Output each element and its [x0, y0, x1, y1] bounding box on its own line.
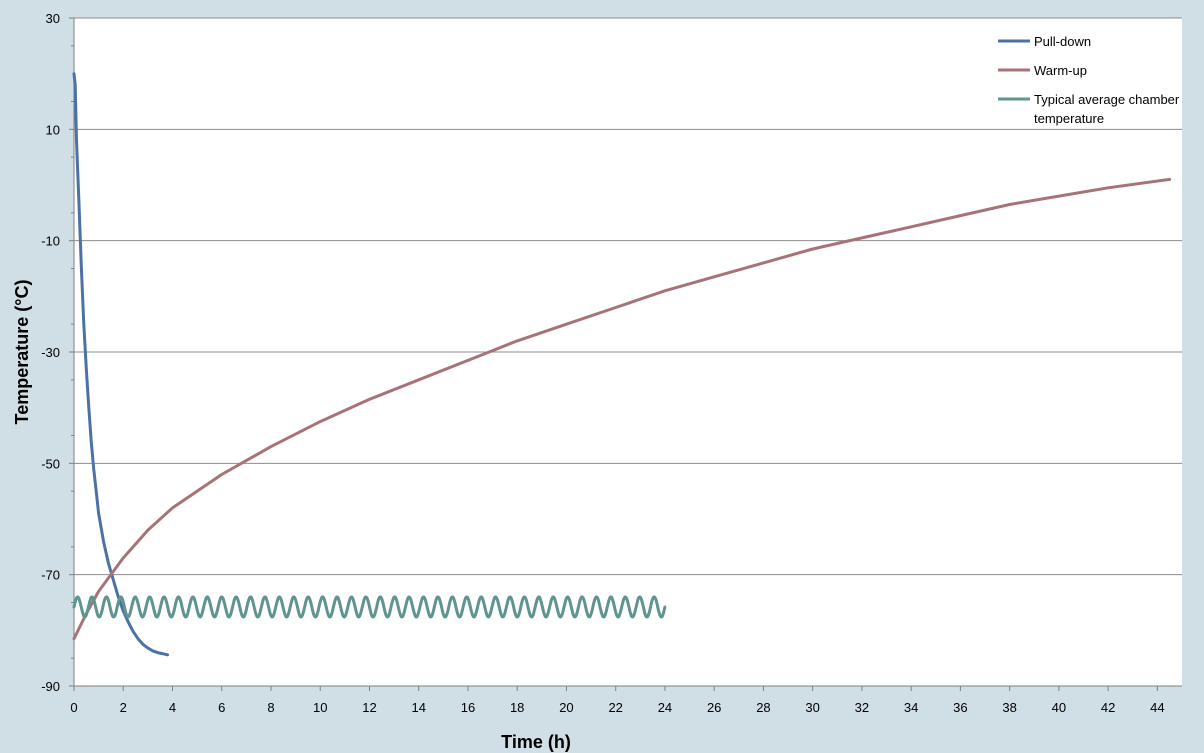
x-tick-label: 28	[756, 700, 770, 715]
legend: Pull-down Warm-up Typical average chambe…	[998, 34, 1180, 126]
x-tick-label: 22	[608, 700, 622, 715]
x-tick-label: 12	[362, 700, 376, 715]
legend-label-pull-down: Pull-down	[1034, 34, 1091, 49]
x-tick-label: 6	[218, 700, 225, 715]
x-tick-label: 40	[1052, 700, 1066, 715]
y-tick-label: -70	[41, 568, 60, 583]
y-tick-label: 10	[46, 122, 60, 137]
x-tick-label: 32	[855, 700, 869, 715]
x-axis-title: Time (h)	[501, 732, 571, 752]
x-tick-label: 30	[805, 700, 819, 715]
x-tick-label: 0	[70, 700, 77, 715]
y-axis-title: Temperature (°C)	[12, 280, 32, 425]
x-tick-label: 34	[904, 700, 918, 715]
y-tick-labels: -90 -70 -50 -30 -10 10 30	[41, 11, 60, 694]
x-tick-label: 42	[1101, 700, 1115, 715]
y-tick-label: -30	[41, 345, 60, 360]
x-tick-label: 24	[658, 700, 672, 715]
axes	[69, 17, 1182, 691]
x-tick-label: 4	[169, 700, 176, 715]
legend-label-chamber-line1: Typical average chamber	[1034, 92, 1180, 107]
x-tick-label: 26	[707, 700, 721, 715]
x-tick-label: 20	[559, 700, 573, 715]
legend-label-chamber-line2: temperature	[1034, 111, 1104, 126]
x-tick-label: 44	[1150, 700, 1164, 715]
y-tick-label: 30	[46, 11, 60, 26]
x-tick-label: 8	[267, 700, 274, 715]
series-line-warm-up	[72, 177, 1172, 641]
series-lines	[72, 72, 1172, 657]
x-tick-label: 16	[461, 700, 475, 715]
y-tick-label: -50	[41, 456, 60, 471]
legend-label-warm-up: Warm-up	[1034, 63, 1087, 78]
y-tick-label: -90	[41, 679, 60, 694]
series-line-pull-down	[72, 72, 170, 657]
x-tick-label: 2	[120, 700, 127, 715]
x-tick-label: 14	[411, 700, 425, 715]
x-tick-label: 18	[510, 700, 524, 715]
x-tick-label: 38	[1002, 700, 1016, 715]
x-tick-label: 10	[313, 700, 327, 715]
y-tick-label: -10	[41, 234, 60, 249]
x-tick-labels: 0 2 4 6 8 10 12 14 16 18 20 22 24 26 28 30 32 34 36 38 40 42 4…	[70, 700, 1164, 715]
x-tick-label: 36	[953, 700, 967, 715]
series-line-chamber-temperature	[72, 595, 667, 619]
